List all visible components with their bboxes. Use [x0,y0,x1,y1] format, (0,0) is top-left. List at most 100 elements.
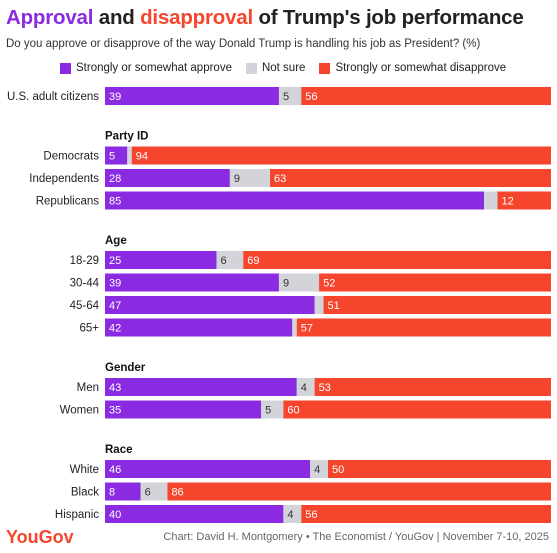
data-label-approve: 5 [109,151,115,163]
legend-label-not-sure: Not sure [261,62,306,74]
chart-title: Approval and disapproval of Trump's job … [6,6,524,30]
data-label-disapprove: 51 [328,300,340,312]
bar-disapprove [167,482,551,501]
bar-disapprove [283,400,551,419]
bar-not-sure [484,191,498,210]
data-label-approve: 28 [109,173,121,185]
title-approval: Approval [6,6,94,29]
bar-not-sure [283,505,302,523]
group-header: Party ID [105,131,148,143]
bar-not-sure [310,460,328,478]
row-label: Republicans [36,196,100,208]
data-label-approve: 43 [109,382,121,394]
data-label-disapprove: 12 [501,196,513,208]
row-label: Hispanic [55,509,99,521]
data-label-approve: 42 [109,323,121,335]
data-label-approve: 85 [109,196,121,208]
data-label-approve: 40 [109,509,121,521]
data-label-disapprove: 52 [323,278,335,290]
legend-item-not-sure: Not sure [245,62,306,74]
title-disapproval: disapproval [140,6,253,29]
data-label-disapprove: 53 [319,382,331,394]
data-label-approve: 35 [109,405,121,417]
data-label-not-sure: 5 [283,91,289,103]
bar-disapprove [296,318,551,337]
group-header: Race [105,444,133,456]
bar-disapprove [319,273,551,292]
yougov-logo: YouGov [6,527,74,547]
title-and: and [98,6,135,29]
data-label-not-sure: 5 [265,405,271,417]
bar-approve [105,191,485,210]
legend-label-approve: Strongly or somewhat approve [76,62,232,74]
data-label-approve: 25 [109,255,121,267]
data-label-not-sure: 9 [283,278,289,290]
data-label-not-sure: 4 [314,464,320,476]
data-label-disapprove: 63 [274,173,286,185]
bar-approve [105,87,279,105]
legend-item-approve: Strongly or somewhat approve [60,62,232,74]
bar-approve [105,169,230,187]
row-label: Black [71,487,99,499]
bar-not-sure [278,273,320,292]
legend-swatch-not-sure [245,62,257,74]
data-label-disapprove: 94 [136,151,148,163]
data-label-approve: 39 [109,278,121,290]
bar-approve [105,505,284,523]
bar-disapprove [314,378,551,396]
data-label-not-sure: 6 [221,255,227,267]
title-rest: of Trump's job performance [258,6,524,29]
bar-approve [105,378,297,396]
bar-disapprove [243,251,551,269]
row-label: 45-64 [70,300,100,312]
row-label: Democrats [43,151,99,163]
legend-item-disapprove: Strongly or somewhat disapprove [319,62,506,74]
row-label: Independents [29,173,99,185]
data-label-not-sure: 4 [301,382,307,394]
bar-not-sure [261,400,284,419]
bar-disapprove [301,505,551,523]
bar-disapprove [497,191,551,210]
bar-approve [105,296,315,314]
bar-not-sure [229,169,271,187]
data-label-not-sure: 4 [287,509,293,521]
bar-not-sure [296,378,315,396]
group-header: Gender [105,362,146,374]
bar-not-sure [278,87,302,105]
data-label-disapprove: 50 [332,464,344,476]
data-label-approve: 46 [109,464,121,476]
bar-disapprove [270,169,551,187]
bar-not-sure [127,146,132,165]
chart-subtitle: Do you approve or disapprove of the way … [6,38,481,50]
data-label-disapprove: 86 [171,487,183,499]
bar-not-sure [314,296,324,314]
data-label-disapprove: 69 [247,255,259,267]
bar-approve [105,146,128,165]
bar-disapprove [131,146,551,165]
bar-not-sure [292,318,297,337]
bar-not-sure [140,482,168,501]
row-label: Women [60,405,99,417]
row-label: 18-29 [70,255,99,267]
group-header: Age [105,235,127,247]
data-label-approve: 39 [109,91,121,103]
legend-label-disapprove: Strongly or somewhat disapprove [335,62,507,74]
data-label-disapprove: 57 [301,323,313,335]
bar-approve [105,460,311,478]
data-label-approve: 8 [109,487,115,499]
bar-disapprove [323,296,551,314]
bar-approve [105,273,279,292]
bar-approve [105,251,217,269]
chart-credit: Chart: David H. Montgomery • The Economi… [163,531,549,543]
data-label-disapprove: 56 [305,91,317,103]
legend-swatch-disapprove [319,62,331,74]
bar-approve [105,318,293,337]
data-label-approve: 47 [109,300,121,312]
data-label-not-sure: 9 [234,173,240,185]
row-label: Men [77,382,99,394]
bar-approve [105,482,141,501]
legend: Strongly or somewhat approve Not sure St… [60,62,520,74]
legend-swatch-approve [60,62,71,74]
data-label-disapprove: 56 [305,509,317,521]
